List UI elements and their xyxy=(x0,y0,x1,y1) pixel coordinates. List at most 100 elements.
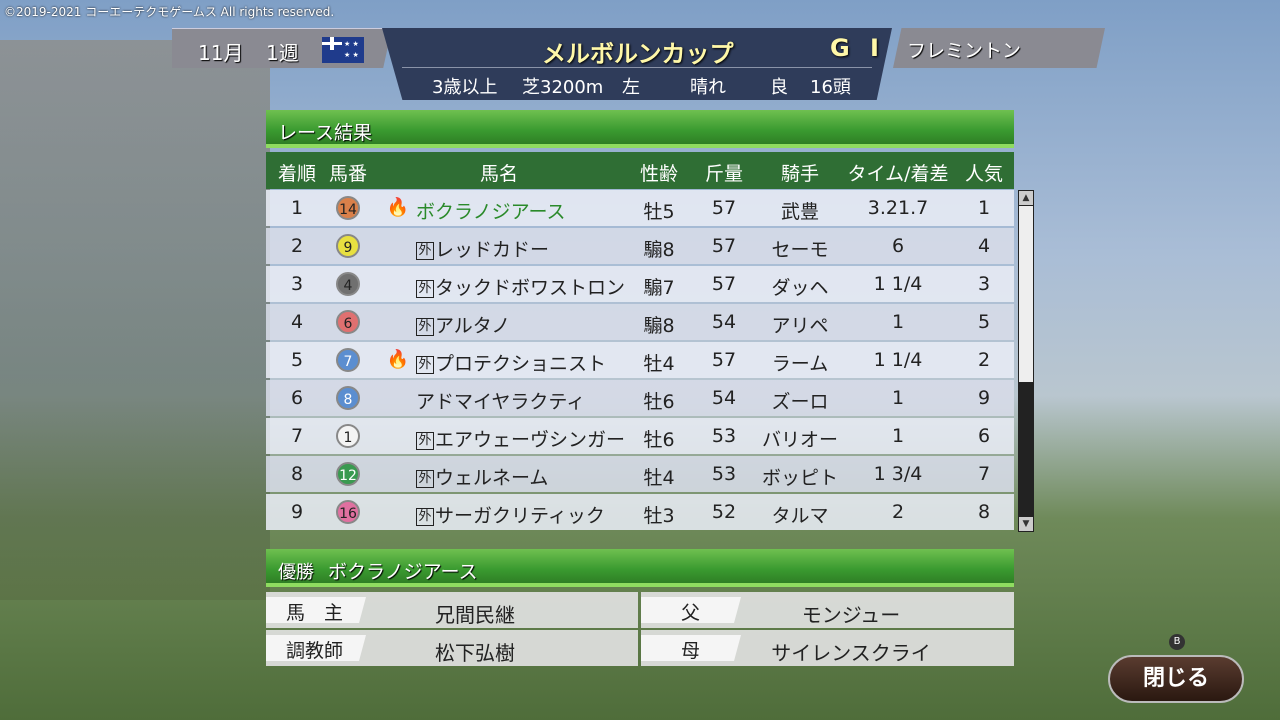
foreign-mark: 外 xyxy=(416,318,434,336)
scroll-thumb[interactable] xyxy=(1019,206,1033,382)
fire-icon: 🔥 xyxy=(386,349,410,370)
trainer-row: 調教師 松下弘樹 xyxy=(266,630,638,666)
carried-weight: 53 xyxy=(711,463,737,485)
popularity: 5 xyxy=(977,311,991,333)
results-title-text: レース結果 xyxy=(278,122,373,144)
sire-label: 父 xyxy=(641,597,741,623)
table-row[interactable]: 4 6 外アルタノ 騸8 54 アリペ 1 5 xyxy=(266,304,1014,340)
close-button[interactable]: 閉じる xyxy=(1108,655,1244,703)
horse-name-cell: 外サーガクリティック xyxy=(416,501,605,528)
jockey: 武豊 xyxy=(780,201,820,223)
foreign-mark: 外 xyxy=(416,280,434,298)
carried-weight: 52 xyxy=(711,501,737,523)
sex-age: 牡4 xyxy=(643,353,675,375)
col-pos: 着順 xyxy=(277,163,317,185)
australia-flag-icon xyxy=(322,37,364,63)
time-margin: 1 1/4 xyxy=(873,273,923,295)
owner-row: 馬 主 兄間民継 xyxy=(266,592,638,628)
time-margin: 1 1/4 xyxy=(873,349,923,371)
table-row[interactable]: 1 14 🔥 ボクラノジアース 牡5 57 武豊 3.21.7 1 xyxy=(266,190,1014,226)
horse-name-cell: 外プロテクショニスト xyxy=(416,349,606,376)
popularity: 4 xyxy=(977,235,991,257)
owner: 兄間民継 xyxy=(435,603,515,627)
winner-name: ボクラノジアース xyxy=(328,561,478,583)
col-popularity: 人気 xyxy=(964,163,1004,185)
winner-label: 優勝 xyxy=(278,562,314,583)
race-grade: G I xyxy=(830,34,885,62)
horse-number-badge: 8 xyxy=(336,386,360,410)
finish-position: 1 xyxy=(290,197,304,219)
trainer: 松下弘樹 xyxy=(435,641,515,665)
time-margin: 3.21.7 xyxy=(867,197,929,219)
popularity: 2 xyxy=(977,349,991,371)
horse-name: レッドカドー xyxy=(435,239,550,261)
table-row[interactable]: 3 4 外タックドボワストロン 騸7 57 ダッヘ 1 1/4 3 xyxy=(266,266,1014,302)
sex-age: 牡6 xyxy=(643,391,675,413)
b-button-icon: B xyxy=(1169,634,1185,650)
popularity: 1 xyxy=(977,197,991,219)
col-num: 馬番 xyxy=(328,163,368,185)
dam-row: 母 サイレンスクライ xyxy=(641,630,1014,666)
popularity: 9 xyxy=(977,387,991,409)
time-margin: 1 3/4 xyxy=(873,463,923,485)
horse-name: ウェルネーム xyxy=(435,467,549,489)
owner-label: 馬 主 xyxy=(266,597,366,623)
horse-name: アドマイヤラクティ xyxy=(416,391,586,413)
horse-name: アルタノ xyxy=(435,315,511,337)
foreign-mark: 外 xyxy=(416,242,434,260)
race-panel: メルボルンカップ G I 3歳以上 芝3200m 左 晴れ 良 16頭 xyxy=(382,28,892,100)
table-row[interactable]: 7 1 外エアウェーヴシンガー 牡6 53 バリオー 1 6 xyxy=(266,418,1014,454)
jockey: ボッピト xyxy=(761,467,839,489)
scroll-up-icon[interactable]: ▲ xyxy=(1019,191,1033,205)
horse-name-cell: 外エアウェーヴシンガー xyxy=(416,425,625,452)
time-margin: 1 xyxy=(891,387,905,409)
going: 良 xyxy=(770,77,788,98)
table-row[interactable]: 5 7 🔥 外プロテクショニスト 牡4 57 ラーム 1 1/4 2 xyxy=(266,342,1014,378)
finish-position: 9 xyxy=(290,501,304,523)
sex-age: 騸8 xyxy=(643,315,675,337)
copyright: ©2019-2021 コーエーテクモゲームス All rights reserv… xyxy=(4,5,335,19)
table-row[interactable]: 8 12 外ウェルネーム 牡4 53 ボッピト 1 3/4 7 xyxy=(266,456,1014,492)
horse-name: エアウェーヴシンガー xyxy=(435,429,626,451)
table-header: 着順 馬番 馬名 性齢 斤量 騎手 タイム/着差 人気 xyxy=(266,152,1014,189)
table-row[interactable]: 9 16 外サーガクリティック 牡3 52 タルマ 2 8 xyxy=(266,494,1014,530)
col-time: タイム/着差 xyxy=(847,163,949,185)
carried-weight: 57 xyxy=(711,273,737,295)
sex-age: 牡3 xyxy=(643,505,675,527)
carried-weight: 53 xyxy=(711,425,737,447)
age-condition: 3歳以上 xyxy=(432,77,498,98)
surface-distance: 芝3200m xyxy=(522,77,604,98)
col-jockey: 騎手 xyxy=(780,163,820,185)
finish-position: 5 xyxy=(290,349,304,371)
table-row[interactable]: 2 9 外レッドカドー 騸8 57 セーモ 6 4 xyxy=(266,228,1014,264)
divider xyxy=(402,67,872,68)
venue-panel: フレミントン xyxy=(893,28,1105,68)
time-margin: 6 xyxy=(891,235,905,257)
carried-weight: 57 xyxy=(711,197,737,219)
horse-name: タックドボワストロン xyxy=(435,277,626,299)
jockey: タルマ xyxy=(771,505,829,527)
sire: モンジュー xyxy=(801,603,901,627)
week: 1週 xyxy=(266,41,299,65)
dam: サイレンスクライ xyxy=(771,641,931,665)
winner-bar: 優勝 ボクラノジアース xyxy=(266,549,1014,587)
results-title: レース結果 xyxy=(266,110,1014,148)
scroll-down-icon[interactable]: ▼ xyxy=(1019,517,1033,531)
fire-icon: 🔥 xyxy=(386,197,410,218)
popularity: 6 xyxy=(977,425,991,447)
table-row[interactable]: 6 8 アドマイヤラクティ 牡6 54 ズーロ 1 9 xyxy=(266,380,1014,416)
foreign-mark: 外 xyxy=(416,356,434,374)
finish-position: 7 xyxy=(290,425,304,447)
time-margin: 1 xyxy=(891,425,905,447)
carried-weight: 54 xyxy=(711,387,737,409)
direction: 左 xyxy=(622,77,640,98)
horse-name: プロテクショニスト xyxy=(435,353,607,375)
horse-name-cell: ボクラノジアース xyxy=(416,197,566,224)
horse-name-cell: 外タックドボワストロン xyxy=(416,273,625,300)
jockey: ダッヘ xyxy=(771,277,829,299)
jockey: ラーム xyxy=(771,353,829,375)
dam-label: 母 xyxy=(641,635,741,661)
horse-number-badge: 14 xyxy=(336,196,360,220)
scrollbar[interactable]: ▲ ▼ xyxy=(1018,190,1034,532)
horse-name-cell: 外アルタノ xyxy=(416,311,510,338)
